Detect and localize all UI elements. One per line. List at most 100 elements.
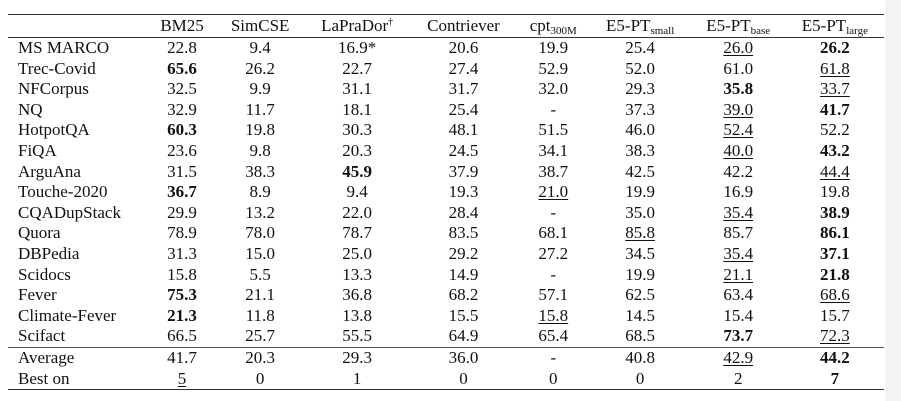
value: 65.4 xyxy=(538,326,569,346)
value: 16.9* xyxy=(338,38,377,57)
value: 83.5 xyxy=(448,223,479,243)
row-label: NFCorpus xyxy=(18,79,89,99)
table-cell: 19.8 xyxy=(216,120,304,141)
second-best-value: 35.4 xyxy=(723,243,754,263)
table-cell: 0 xyxy=(517,369,590,390)
row-label: HotpotQA xyxy=(18,120,90,140)
value: 78.7 xyxy=(342,223,373,243)
table-cell: 37.1 xyxy=(786,244,884,265)
value: 38.7 xyxy=(538,161,569,181)
value: 85.7 xyxy=(723,223,754,243)
table-cell: 40.0 xyxy=(691,141,786,162)
second-best-value: 42.9 xyxy=(723,347,754,367)
table-cell: 51.5 xyxy=(517,120,590,141)
table-cell: 20.3 xyxy=(304,141,410,162)
table-row: NFCorpus 32.5 9.9 31.1 31.7 32.0 29.3 35.8 33.7 xyxy=(8,79,884,100)
table-cell: 20.6 xyxy=(410,38,517,59)
value: 0 xyxy=(459,368,468,388)
column-label: LaPraDor xyxy=(321,15,389,35)
table-cell: - xyxy=(517,265,590,286)
value: 78.9 xyxy=(167,223,197,243)
table-cell: 72.3 xyxy=(786,326,884,347)
row-label: ArguAna xyxy=(18,161,81,181)
table-cell: 0 xyxy=(410,369,517,390)
table-cell: 43.2 xyxy=(786,141,884,162)
table-cell: 25.0 xyxy=(304,244,410,265)
table-cell: 63.4 xyxy=(691,285,786,306)
best-value: 37.1 xyxy=(820,243,850,263)
value: 22.0 xyxy=(342,202,373,222)
value: - xyxy=(550,202,557,222)
value: 27.2 xyxy=(538,243,569,263)
value: 64.9 xyxy=(448,326,479,346)
table-row: Touche-2020 36.7 8.9 9.4 19.3 21.0 19.9 16.9 19.… xyxy=(8,182,884,203)
value: - xyxy=(550,347,557,367)
summary-row: Best on 5 0 1 0 0 0 2 7 xyxy=(8,369,884,390)
header-row: BM25 SimCSE LaPraDor† Contriever cpt300M E5-P… xyxy=(8,14,884,38)
value: 19.8 xyxy=(820,182,850,202)
value: 0 xyxy=(635,368,645,388)
table-cell: 19.3 xyxy=(410,182,517,203)
table-cell: 23.6 xyxy=(148,141,216,162)
second-best-value: 44.4 xyxy=(820,161,850,181)
table-cell: 85.7 xyxy=(691,223,786,244)
value: 22.8 xyxy=(167,38,197,57)
table-cell: 44.2 xyxy=(786,347,884,368)
value: 21.1 xyxy=(245,285,276,305)
value: 27.4 xyxy=(448,58,479,78)
header-corner xyxy=(8,15,148,38)
row-label: Scidocs xyxy=(18,264,71,284)
table-cell: 62.5 xyxy=(590,285,691,306)
table-cell: - xyxy=(517,100,590,121)
value: 9.8 xyxy=(249,140,271,160)
table-row: CQADupStack 29.9 13.2 22.0 28.4 - 35.0 35.4 38.9 xyxy=(8,203,884,224)
second-best-value: 40.0 xyxy=(723,140,754,160)
table-cell: 32.9 xyxy=(148,100,216,121)
table-cell: 13.3 xyxy=(304,265,410,286)
table-cell: 21.8 xyxy=(786,265,884,286)
best-value: 38.9 xyxy=(820,202,850,222)
value: 8.9 xyxy=(249,182,271,202)
table-cell: 44.4 xyxy=(786,162,884,183)
table-cell: 20.3 xyxy=(216,347,304,368)
table-cell: 22.7 xyxy=(304,59,410,80)
table-cell: 2 xyxy=(691,369,786,390)
table-cell: 83.5 xyxy=(410,223,517,244)
table-cell: 38.9 xyxy=(786,203,884,224)
best-value: 75.3 xyxy=(167,285,197,305)
value: 20.3 xyxy=(245,347,276,367)
value: 34.1 xyxy=(538,140,569,160)
row-label: NQ xyxy=(18,99,43,119)
table-cell: 0 xyxy=(216,369,304,390)
best-value: 21.8 xyxy=(820,264,850,284)
best-value: 21.3 xyxy=(167,305,197,325)
table-cell: 25.7 xyxy=(216,326,304,347)
summary-row: Average 41.7 20.3 29.3 36.0 - 40.8 42.9 44.2 xyxy=(8,347,884,368)
table-cell: 42.9 xyxy=(691,347,786,368)
value: 13.3 xyxy=(342,264,373,284)
value: 66.5 xyxy=(167,326,197,346)
column-header: Contriever xyxy=(410,15,517,38)
value: 57.1 xyxy=(538,285,569,305)
table-cell: 65.6 xyxy=(148,59,216,80)
value: 34.5 xyxy=(625,243,656,263)
value: 29.2 xyxy=(448,243,479,263)
value: 19.9 xyxy=(538,38,569,57)
second-best-value: 15.8 xyxy=(538,305,569,325)
column-label: E5-PT xyxy=(706,15,751,35)
table-cell: - xyxy=(517,203,590,224)
table-cell: 32.5 xyxy=(148,79,216,100)
second-best-value: 33.7 xyxy=(820,79,850,99)
value: 63.4 xyxy=(723,285,754,305)
column-header: cpt300M xyxy=(517,15,590,38)
best-value: 86.1 xyxy=(820,223,850,243)
table-cell: 41.7 xyxy=(786,100,884,121)
value: 55.5 xyxy=(342,326,373,346)
table-cell: 78.7 xyxy=(304,223,410,244)
value: 19.3 xyxy=(448,182,479,202)
second-best-value: 35.4 xyxy=(723,202,754,222)
table-cell: 65.4 xyxy=(517,326,590,347)
page-margin xyxy=(885,0,901,401)
value: 0 xyxy=(255,368,265,388)
table-cell: 21.1 xyxy=(216,285,304,306)
